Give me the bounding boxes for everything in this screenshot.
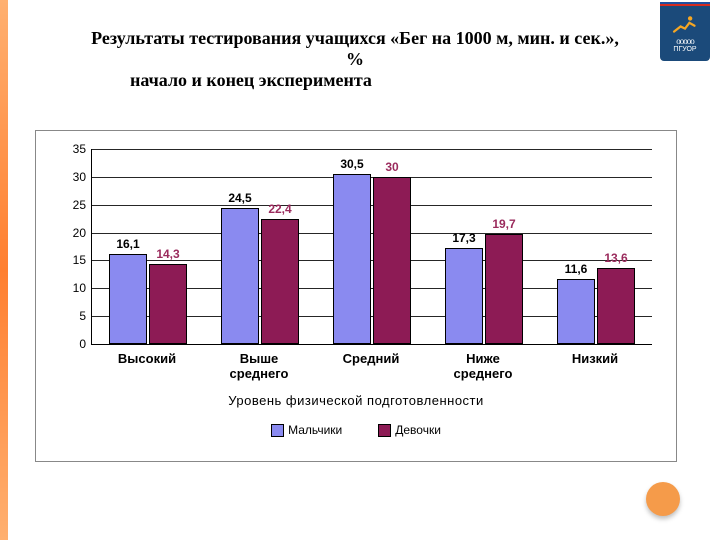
y-tick: 20 [56, 226, 86, 240]
y-tick: 30 [56, 170, 86, 184]
y-tick: 10 [56, 281, 86, 295]
legend-swatch [271, 424, 284, 437]
x-tick: Высокий [91, 351, 203, 366]
bar [221, 208, 259, 345]
y-tick: 15 [56, 253, 86, 267]
legend: Мальчики Девочки [36, 423, 676, 440]
y-tick: 35 [56, 142, 86, 156]
bar [333, 174, 371, 344]
bar-label: 17,3 [439, 231, 489, 245]
title-line-3: начало и конец эксперимента [40, 70, 670, 91]
bar-label: 30 [367, 160, 417, 174]
legend-item: Мальчики [271, 423, 342, 437]
emblem-label: ПГУОР [673, 46, 696, 53]
x-tick: Низкий [539, 351, 651, 366]
x-axis-title: Уровень физической подготовленности [36, 393, 676, 408]
flag-ru [660, 0, 710, 6]
bar-label: 13,6 [591, 251, 641, 265]
accent-stripe [0, 0, 8, 540]
legend-swatch [378, 424, 391, 437]
bar [109, 254, 147, 344]
chart-panel: 16,114,324,522,430,53017,319,711,613,6 0… [35, 130, 677, 462]
bar [445, 248, 483, 344]
bar [557, 279, 595, 344]
bar [373, 177, 411, 344]
x-tick: Нижесреднего [427, 351, 539, 381]
x-tick: Средний [315, 351, 427, 366]
bar [149, 264, 187, 344]
olympic-rings-icon: ooooo [676, 36, 694, 46]
bar-label: 22,4 [255, 202, 305, 216]
y-tick: 5 [56, 309, 86, 323]
title-line-1: Результаты тестирования учащихся «Бег на… [40, 28, 670, 49]
runner-icon [670, 14, 700, 36]
bar [485, 234, 523, 344]
y-tick: 0 [56, 337, 86, 351]
bar [261, 219, 299, 344]
plot-area: 16,114,324,522,430,53017,319,711,613,6 [91, 149, 652, 345]
bar-label: 19,7 [479, 217, 529, 231]
bar [597, 268, 635, 344]
bar-label: 14,3 [143, 247, 193, 261]
title-line-2: % [40, 49, 670, 70]
y-tick: 25 [56, 198, 86, 212]
page-title: Результаты тестирования учащихся «Бег на… [40, 28, 670, 91]
legend-item: Девочки [378, 423, 441, 437]
page-dot [646, 482, 680, 516]
x-tick: Вышесреднего [203, 351, 315, 381]
